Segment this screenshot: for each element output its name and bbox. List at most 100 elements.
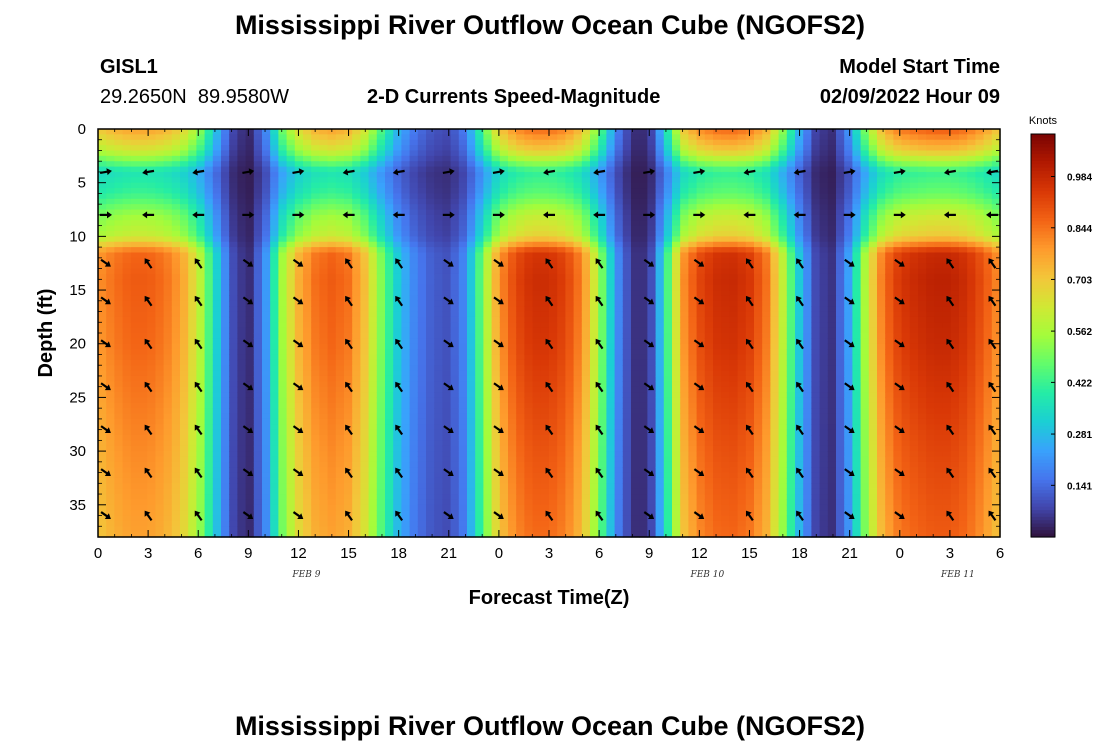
heatmap-cell <box>442 515 452 522</box>
heatmap-cell <box>557 515 566 522</box>
heatmap-cell <box>417 193 427 200</box>
heatmap-cell <box>278 354 288 361</box>
heatmap-cell <box>163 354 173 361</box>
heatmap-cell <box>491 461 501 468</box>
heatmap-cell <box>253 483 263 490</box>
heatmap-cell <box>327 483 337 490</box>
heatmap-cell <box>327 231 337 237</box>
heatmap-cell <box>98 220 107 227</box>
heatmap-cell <box>483 418 493 425</box>
heatmap-cell <box>360 236 370 243</box>
heatmap-cell <box>180 370 189 377</box>
heatmap-cell <box>426 456 435 463</box>
heatmap-cell <box>130 247 140 254</box>
heatmap-cell <box>98 161 107 168</box>
heatmap-cell <box>221 193 230 200</box>
heatmap-cell <box>598 520 607 527</box>
heatmap-cell <box>581 214 591 221</box>
heatmap-cell <box>426 225 435 232</box>
heatmap-cell <box>417 526 427 533</box>
heatmap-cell <box>319 359 329 366</box>
heatmap-cell <box>508 499 517 506</box>
heatmap-cell <box>590 198 599 205</box>
heatmap-cell <box>483 343 493 350</box>
heatmap-cell <box>598 193 607 200</box>
heatmap-cell <box>245 295 255 302</box>
heatmap-cell <box>212 456 222 463</box>
heatmap-cell <box>303 177 312 184</box>
heatmap-cell <box>188 370 197 377</box>
heatmap-cell <box>565 494 575 501</box>
heatmap-cell <box>139 375 148 382</box>
heatmap-cell <box>475 236 484 243</box>
heatmap-cell <box>196 370 206 377</box>
heatmap-cell <box>237 257 247 264</box>
heatmap-cell <box>262 139 271 146</box>
heatmap-cell <box>434 381 443 388</box>
heatmap-cell <box>557 290 566 297</box>
heatmap-cell <box>557 188 566 195</box>
heatmap-cell <box>163 343 173 350</box>
heatmap-cell <box>417 155 427 162</box>
heatmap-cell <box>467 499 476 506</box>
heatmap-cell <box>508 171 517 178</box>
heatmap-cell <box>262 483 271 490</box>
heatmap-cell <box>409 531 419 538</box>
heatmap-cell <box>524 171 534 178</box>
heatmap-cell <box>311 359 320 366</box>
heatmap-cell <box>335 295 345 302</box>
heatmap-cell <box>262 413 271 420</box>
heatmap-cell <box>417 177 427 184</box>
heatmap-cell <box>458 182 468 189</box>
heatmap-cell <box>442 375 452 382</box>
heatmap-cell <box>581 440 591 447</box>
heatmap-cell <box>180 300 189 307</box>
heatmap-cell <box>294 171 304 178</box>
heatmap-cell <box>540 300 550 307</box>
heatmap-cell <box>319 531 329 538</box>
heatmap-cell <box>335 150 345 157</box>
heatmap-cell <box>294 306 304 313</box>
heatmap-cell <box>319 456 329 463</box>
heatmap-cell <box>139 257 148 264</box>
heatmap-cell <box>631 370 640 377</box>
heatmap-cell <box>622 504 632 511</box>
heatmap-cell <box>573 279 583 286</box>
heatmap-cell <box>171 188 181 195</box>
heatmap-cell <box>532 145 542 152</box>
heatmap-cell <box>188 247 197 254</box>
heatmap-cell <box>614 241 624 248</box>
heatmap-cell <box>540 467 550 474</box>
heatmap-cell <box>212 477 222 484</box>
heatmap-cell <box>426 188 435 195</box>
heatmap-cell <box>426 333 435 339</box>
heatmap-cell <box>499 166 509 173</box>
heatmap-cell <box>614 365 624 372</box>
heatmap-cell <box>450 129 460 135</box>
heatmap-cell <box>147 413 156 420</box>
heatmap-cell <box>573 349 583 356</box>
heatmap-cell <box>499 214 509 221</box>
heatmap-cell <box>147 134 156 141</box>
heatmap-cell <box>294 397 304 404</box>
heatmap-cell <box>516 370 525 377</box>
heatmap-cell <box>311 284 320 291</box>
heatmap-cell <box>147 333 156 339</box>
heatmap-cell <box>335 311 345 318</box>
heatmap-cell <box>130 526 140 533</box>
heatmap-cell <box>540 370 550 377</box>
heatmap-cell <box>549 236 558 243</box>
heatmap-cell <box>573 499 583 506</box>
heatmap-cell <box>614 252 624 259</box>
heatmap-cell <box>130 236 140 243</box>
heatmap-cell <box>188 134 197 141</box>
heatmap-cell <box>549 145 558 152</box>
heatmap-cell <box>417 392 427 399</box>
heatmap-cell <box>204 510 214 517</box>
heatmap-cell <box>171 526 181 533</box>
heatmap-cell <box>426 139 435 146</box>
heatmap-cell <box>229 252 238 259</box>
heatmap-cell <box>426 311 435 318</box>
heatmap-cell <box>483 188 493 195</box>
heatmap-cell <box>426 209 435 216</box>
